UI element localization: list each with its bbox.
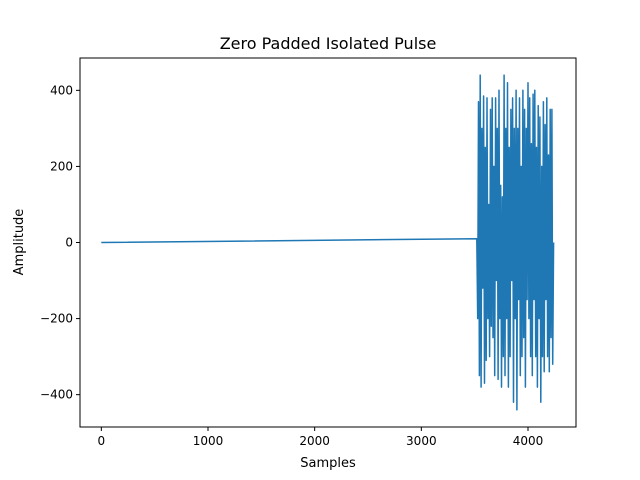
chart-title: Zero Padded Isolated Pulse (220, 34, 437, 53)
y-tick-label: −400 (40, 388, 73, 402)
plot-series (101, 74, 555, 411)
y-axis-label: Amplitude (12, 209, 27, 276)
y-tick-label: 0 (65, 236, 73, 250)
series-line (101, 74, 555, 411)
y-tick-label: −200 (40, 312, 73, 326)
plot-frame (79, 57, 577, 428)
x-tick-label: 4000 (513, 434, 544, 448)
x-tick-label: 1000 (193, 434, 224, 448)
y-tick-label: 400 (50, 83, 73, 97)
x-tick-label: 3000 (406, 434, 437, 448)
x-tick-label: 2000 (299, 434, 330, 448)
y-axis: −400 −200 0 200 400 (40, 83, 80, 402)
x-axis-label: Samples (300, 456, 356, 471)
x-tick-label: 0 (98, 434, 106, 448)
x-axis: 0 1000 2000 3000 4000 (98, 427, 544, 448)
y-tick-label: 200 (50, 159, 73, 173)
